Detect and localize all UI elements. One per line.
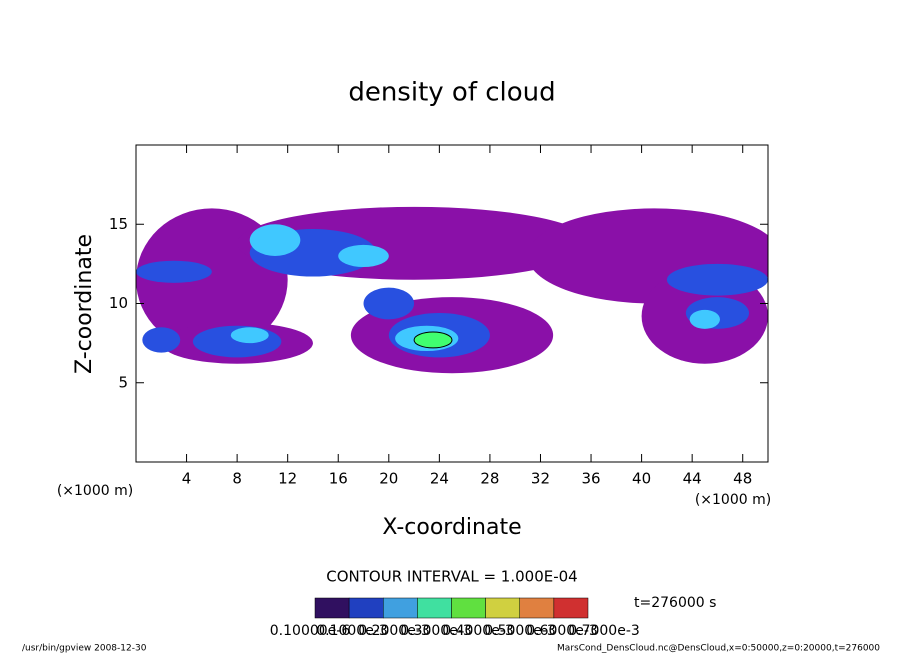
colorbar-segment [417,597,452,619]
colorbar-label: 0.1000e-3 [316,623,388,639]
footer-left: /usr/bin/gpview 2008-12-30 [22,644,147,654]
colorbar-segment [383,597,418,619]
x-tick-label: 40 [632,470,651,488]
colorbar-label: 0.2000e-3 [358,623,430,639]
colorbar-label: 0.10000e-6 [270,623,351,639]
x-tick-label: 24 [430,470,449,488]
footer-right: MarsCond_DensCloud.nc@DensCloud,x=0:5000… [557,644,880,654]
colorbar-segment [485,597,520,619]
x-tick-label: 32 [531,470,550,488]
cloud-region [142,327,181,353]
cloud-region [363,287,415,320]
colorbar-segment [553,597,589,619]
colorbar-label: 0.4000e-3 [442,623,514,639]
y-tick-label: 15 [109,215,128,233]
colorbar-segment [348,597,384,619]
time-label: t=276000 s [634,595,716,611]
cloud-region [136,260,212,283]
cloud-region [230,327,269,344]
y-tick-label: 5 [118,373,128,391]
x-unit: (×1000 m) [695,492,771,508]
chart-title: density of cloud [348,78,555,108]
x-tick-label: 20 [379,470,398,488]
x-tick-label: 48 [733,470,752,488]
x-tick-label: 16 [329,470,348,488]
colorbar-label: 0.6000e-3 [526,623,598,639]
colorbar-label: 0.7000e-3 [568,623,640,639]
x-tick-label: 12 [278,470,297,488]
colorbar-label: 0.3000e-3 [400,623,472,639]
x-tick-label: 4 [182,470,192,488]
y-unit: (×1000 m) [57,483,133,499]
contour-interval: CONTOUR INTERVAL = 1.000E-04 [326,568,577,586]
x-axis-label: X-coordinate [382,515,521,540]
cloud-region [666,263,768,296]
cloud-region [249,224,301,256]
colorbar-segment [451,597,486,619]
x-tick-label: 44 [683,470,702,488]
colorbar-segment [519,597,555,619]
cloud-region [413,331,453,349]
x-tick-label: 36 [581,470,600,488]
x-tick-label: 8 [232,470,242,488]
cloud-region [338,244,389,268]
colorbar-label: 0.5000e-3 [484,623,556,639]
x-tick-label: 28 [480,470,499,488]
y-tick-label: 10 [109,294,128,312]
y-axis-label: Z-coordinate [72,234,97,374]
colorbar-segment [314,597,350,619]
field [136,206,768,374]
cloud-region [689,309,720,329]
